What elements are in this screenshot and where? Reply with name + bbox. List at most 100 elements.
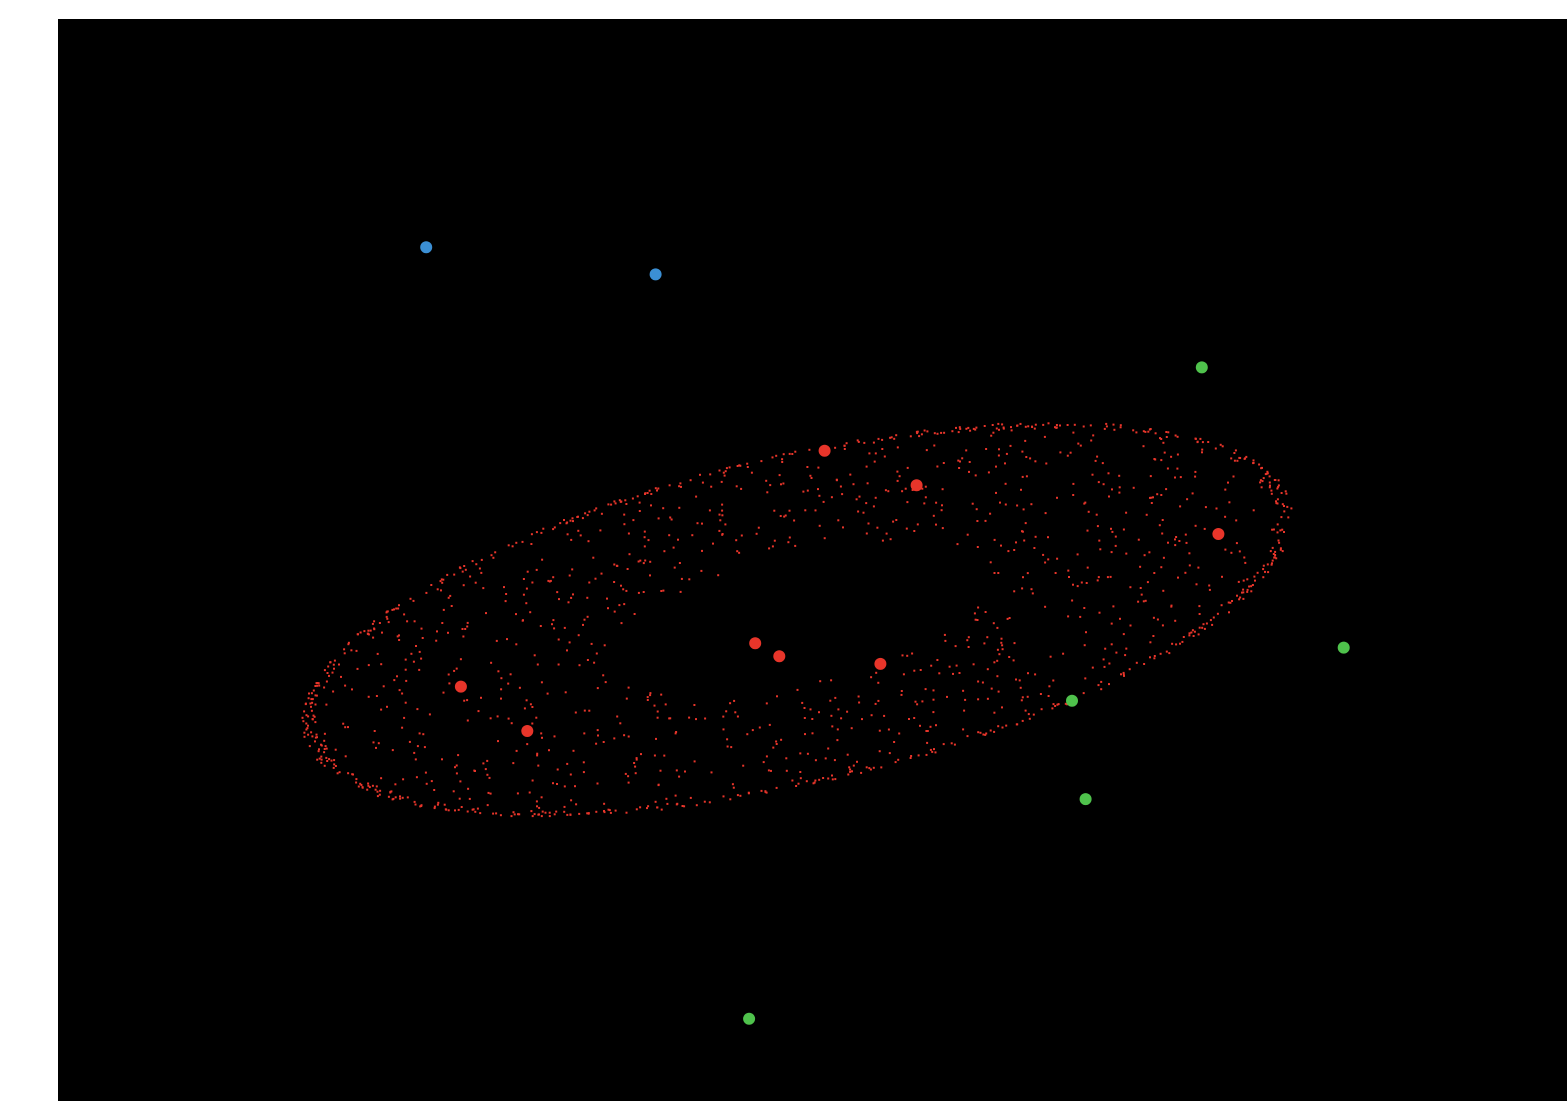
cloud-point: [435, 639, 438, 642]
cloud-point: [552, 782, 554, 785]
cloud-point: [1176, 453, 1179, 456]
cloud-point: [740, 534, 743, 537]
cloud-point: [548, 580, 551, 583]
cloud-point: [1047, 422, 1050, 425]
cloud-point: [1279, 529, 1282, 532]
cloud-point: [1096, 455, 1099, 458]
scatter-point-series-1: [420, 241, 433, 254]
cloud-point: [372, 636, 375, 639]
cloud-point: [1279, 548, 1282, 551]
cloud-point: [392, 797, 395, 800]
cloud-point: [1165, 488, 1168, 491]
cloud-point: [559, 522, 562, 525]
cloud-point: [492, 556, 495, 559]
cloud-point: [1113, 428, 1116, 431]
cloud-point: [325, 703, 328, 706]
cloud-point: [525, 699, 528, 702]
cloud-point: [312, 689, 315, 692]
cloud-point: [634, 772, 637, 775]
cloud-point: [674, 794, 677, 797]
cloud-point: [724, 523, 727, 526]
cloud-point: [1168, 652, 1171, 655]
cloud-point: [1082, 425, 1085, 428]
cloud-point: [568, 641, 571, 644]
cloud-point: [1054, 705, 1057, 707]
cloud-point: [1097, 684, 1100, 687]
cloud-point: [951, 430, 954, 433]
cloud-point: [760, 789, 763, 792]
cloud-point: [1161, 624, 1164, 627]
cloud-point: [640, 753, 642, 756]
cloud-point: [818, 494, 821, 497]
cloud-point: [1268, 486, 1271, 489]
cloud-point: [1165, 650, 1168, 653]
cloud-point: [333, 759, 336, 762]
cloud-point: [943, 431, 946, 434]
cloud-point: [806, 752, 809, 755]
cloud-point: [1174, 476, 1176, 479]
cloud-point: [721, 514, 724, 517]
cloud-point: [1174, 544, 1177, 547]
cloud-point: [959, 427, 962, 430]
cloud-point: [1008, 617, 1011, 619]
cloud-point: [303, 735, 306, 738]
cloud-point: [874, 452, 877, 455]
cloud-point: [380, 708, 383, 711]
cloud-point: [366, 788, 369, 791]
cloud-point: [1142, 445, 1145, 448]
cloud-point: [822, 500, 825, 503]
cloud-point: [539, 625, 542, 627]
cloud-point: [1076, 553, 1079, 556]
cloud-point: [378, 622, 381, 624]
cloud-point: [1016, 424, 1019, 427]
cloud-point: [1122, 633, 1125, 636]
cloud-point: [1021, 696, 1024, 699]
cloud-point: [1196, 441, 1199, 444]
scatter-point-series-2: [1066, 694, 1078, 707]
cloud-point: [1271, 546, 1274, 549]
cloud-point: [818, 711, 820, 714]
cloud-point: [1259, 481, 1262, 484]
cloud-point: [553, 813, 556, 816]
cloud-point: [1287, 516, 1290, 519]
cloud-point: [680, 577, 683, 580]
cloud-point: [900, 693, 903, 696]
cloud-point: [522, 619, 524, 622]
cloud-point: [900, 690, 903, 692]
cloud-point: [976, 619, 979, 621]
cloud-point: [1182, 636, 1185, 638]
cloud-point: [1160, 459, 1163, 462]
cloud-point: [738, 551, 741, 554]
cloud-point: [1021, 587, 1024, 590]
cloud-point: [503, 586, 505, 589]
cloud-point: [874, 496, 877, 499]
cloud-point: [1276, 487, 1279, 490]
cloud-point: [574, 785, 576, 788]
cloud-point: [780, 483, 782, 486]
cloud-point: [657, 783, 660, 786]
cloud-point: [1153, 572, 1156, 574]
cloud-point: [646, 807, 648, 810]
cloud-point: [654, 800, 657, 803]
cloud-point: [836, 739, 839, 742]
cloud-point: [935, 523, 937, 526]
cloud-point: [326, 672, 329, 674]
cloud-point: [343, 652, 346, 655]
cloud-point: [480, 696, 482, 699]
cloud-point: [316, 684, 319, 687]
cloud-point: [735, 485, 738, 488]
cloud-point: [1079, 615, 1082, 618]
cloud-point: [557, 663, 560, 666]
cloud-point: [513, 813, 516, 816]
cloud-point: [314, 740, 316, 743]
cloud-point: [316, 758, 319, 761]
cloud-point: [355, 781, 358, 784]
cloud-point: [433, 807, 436, 810]
cloud-point: [1033, 427, 1036, 430]
cloud-point: [607, 503, 610, 506]
cloud-point: [997, 690, 1000, 693]
cloud-point: [768, 723, 771, 726]
cloud-point: [414, 803, 417, 806]
cloud-point: [977, 680, 980, 683]
cloud-point: [959, 460, 961, 463]
